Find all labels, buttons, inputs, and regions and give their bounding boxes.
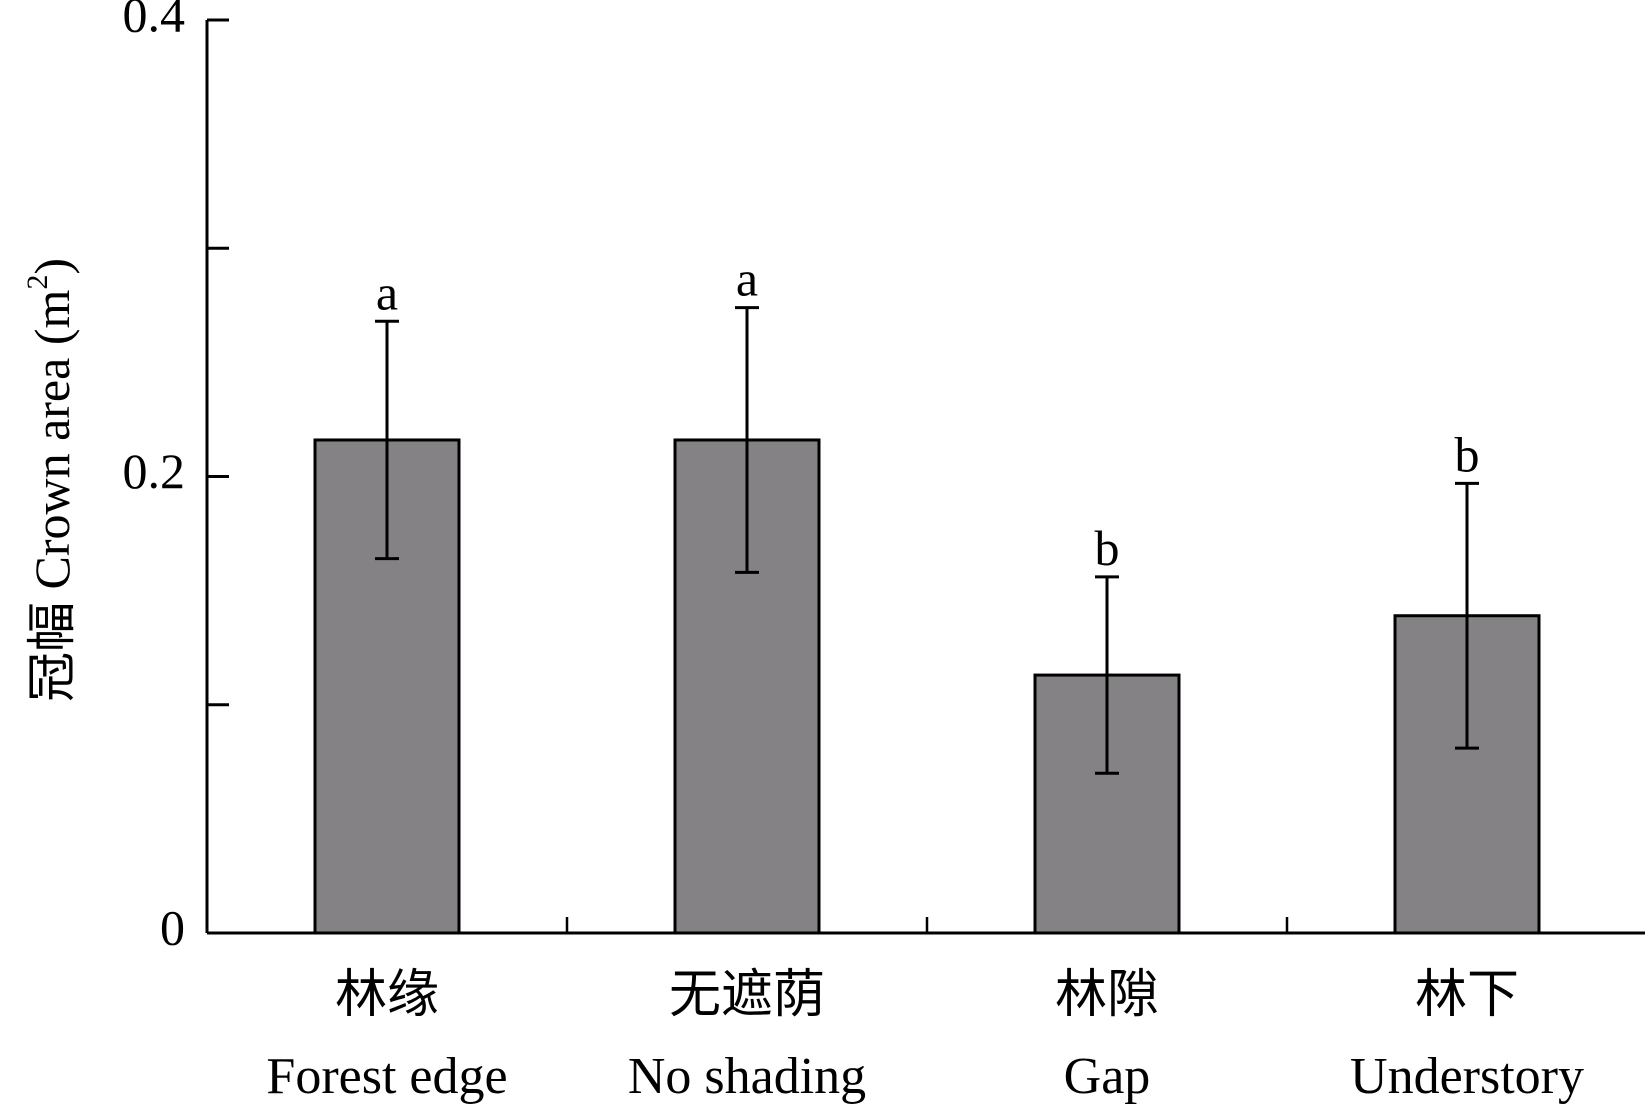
- y-tick-label: 0.4: [123, 0, 186, 42]
- y-axis-label-main: 冠幅 Crown area (m: [24, 290, 80, 702]
- bars: [313, 306, 1541, 935]
- y-tick-label: 0.2: [123, 443, 186, 499]
- category-label-en: Understory: [1350, 1048, 1584, 1105]
- significance-letter: b: [1455, 426, 1480, 482]
- y-axis-label-superscript: 2: [21, 275, 54, 290]
- category-label-en: No shading: [628, 1048, 866, 1105]
- significance-letter: b: [1095, 520, 1120, 576]
- category-label-en: Gap: [1064, 1048, 1151, 1105]
- category-label-zh: 林缘: [335, 967, 439, 1024]
- y-axis-label-close: ): [24, 258, 80, 275]
- y-tick-label: 0: [160, 899, 185, 955]
- y-axis-label: 冠幅 Crown area (m2): [21, 258, 81, 702]
- category-label-zh: 林隙: [1055, 967, 1159, 1024]
- significance-letter: a: [376, 264, 398, 320]
- category-label-en: Forest edge: [266, 1048, 507, 1105]
- category-label-zh: 无遮荫: [669, 967, 825, 1024]
- labels: 0 0.2 0.4 a 林缘 Forest edge a 无遮荫 No shading b 林隙 Ga…: [123, 0, 1584, 1105]
- category-label-zh: 林下: [1415, 967, 1519, 1024]
- significance-letter: a: [736, 251, 758, 307]
